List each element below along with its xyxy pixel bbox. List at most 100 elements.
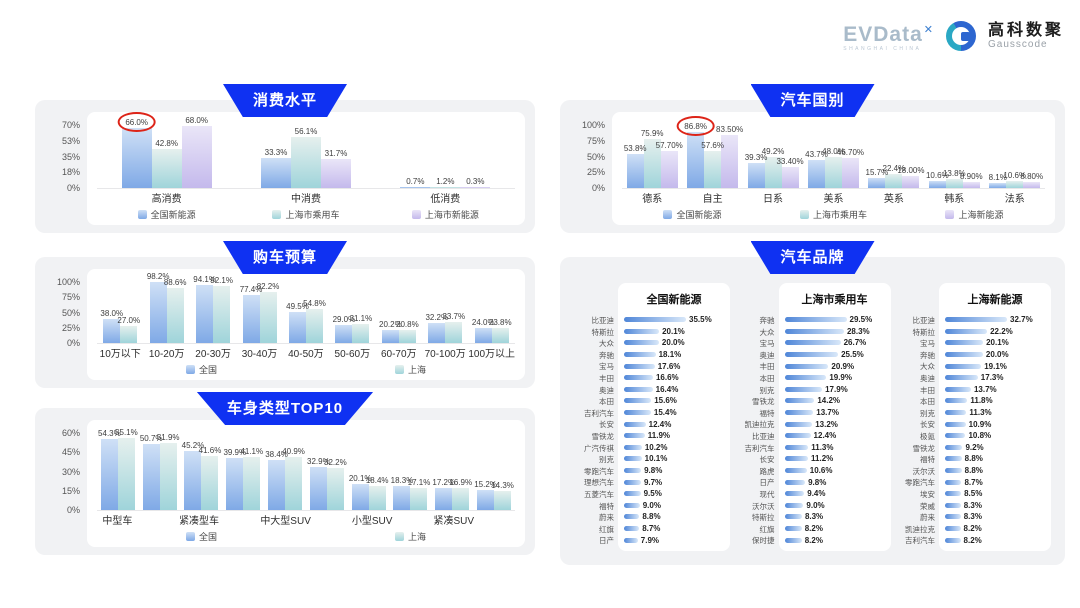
bar-value-label: 92.1% (210, 275, 233, 285)
legend-marker-icon (945, 210, 955, 219)
bar-value-label: 18.3% (390, 476, 414, 486)
car-brands-chart: 汽车品牌 比亚迪 特斯拉 大众 奔驰 宝马 丰田 奥迪 本田 吉利汽车 长安 雪铁龙 广汽传祺 别克 零跑… (560, 241, 1065, 565)
brand-row: 11.3% (945, 407, 1045, 419)
brand-bar (624, 479, 641, 485)
brand-row: 11.3% (784, 442, 885, 454)
bar-value-label: 45.2% (181, 441, 205, 451)
bar-value-label: 8.80% (1020, 172, 1044, 182)
brand-bar (784, 363, 829, 369)
evdata-logo: EVData✕ SHANGHAI CHINA (843, 20, 934, 52)
bar-value-label: 55.1% (115, 428, 138, 438)
y-axis-tick: 0% (66, 338, 80, 348)
bar-value-label: 29.0% (332, 315, 356, 325)
bar-上海: 92.1% (210, 276, 233, 343)
brand-bar (784, 352, 839, 358)
brand-value: 8.8% (642, 512, 661, 522)
brand-row: 14.2% (784, 395, 885, 407)
brand-row: 16.6% (624, 372, 724, 384)
brand-name: 福特 (920, 455, 935, 465)
bar-全国: 38.4% (265, 450, 288, 510)
brand-value: 8.8% (964, 466, 983, 476)
bar-value-label: 43.7% (805, 150, 828, 160)
brand-value: 10.8% (968, 431, 992, 441)
brand-name: 宝马 (759, 339, 775, 349)
brand-bar (624, 468, 642, 474)
bar-上海: 54.8% (303, 299, 326, 343)
brand-name: 本田 (599, 397, 614, 407)
bar-上海: 18.4% (366, 476, 389, 510)
brand-value: 8.7% (642, 523, 661, 533)
bar-上海新能源: 46.70% (837, 148, 864, 188)
brand-name: 特斯拉 (591, 327, 615, 337)
plot-area: 38.0% 27.0% 98.2% 88.6% 94.1% 92.1% 77.4% 82.2%… (87, 269, 525, 380)
brand-name: 奥迪 (599, 385, 614, 395)
brand-value: 10.1% (644, 454, 668, 464)
brand-name: 长安 (759, 455, 775, 465)
bar-value-label: 49.2% (761, 146, 785, 156)
bar-group: 38.0% 27.0% (97, 281, 143, 343)
brand-bar (624, 340, 659, 346)
country-chart-body: 100% 75% 50% 25% 0% 53.8% 75.9% 57.70% 86.8% 57.… (560, 100, 1065, 233)
x-axis-label: 70-100万 (424, 349, 466, 360)
brand-row: 8.3% (945, 500, 1045, 512)
legend-marker-icon (137, 210, 147, 219)
brand-name: 理想汽车 (584, 478, 614, 488)
bar-上海: 14.3% (491, 481, 514, 510)
brand-bar (945, 456, 962, 462)
brand-bar (624, 328, 660, 334)
brand-row: 12.4% (784, 430, 885, 442)
bar-上海市乘用车: 13.8% (943, 169, 966, 188)
x-axis-label: 10万以下 (99, 349, 141, 360)
brand-row: 8.8% (945, 465, 1045, 477)
bar-全国新能源: 10.6% (926, 171, 949, 188)
brand-value: 25.5% (841, 350, 864, 360)
bar-上海: 33.7% (442, 312, 465, 343)
bars-area: 66.0% 42.8% 68.0% 33.3% 56.1% 31.7% 0.7% 1.2% 0.… (97, 111, 515, 189)
bar-value-label: 39.3% (744, 152, 768, 162)
bar-value-label: 82.2% (256, 282, 280, 292)
bar-value-label: 51.9% (156, 432, 180, 442)
brand-panel-全国新能源: 比亚迪 特斯拉 大众 奔驰 宝马 丰田 奥迪 本田 吉利汽车 长安 雪铁龙 广汽传祺 别克 零跑汽车 理想汽… (570, 283, 730, 551)
legend-marker-icon (394, 365, 404, 374)
legend-item-上海: 上海 (394, 530, 426, 543)
brand-name: 吉利汽车 (584, 408, 614, 418)
brand-value: 8.2% (963, 535, 982, 545)
bar-group: 77.4% 82.2% (236, 281, 282, 343)
brand-row: 8.2% (945, 534, 1045, 546)
brand-value: 19.1% (984, 361, 1007, 371)
bar-value-label: 33.40% (776, 156, 804, 166)
plot-area: 54.3% 55.1% 50.7% 51.9% 45.2% 41.6% 39.9% 41.1%… (87, 420, 525, 547)
bar-value-label: 57.70% (655, 141, 683, 151)
y-axis-tick: 100% (581, 120, 605, 130)
brand-row: 20.1% (624, 326, 724, 338)
brand-name: 现代 (759, 489, 775, 499)
bar-上海: 41.1% (240, 447, 263, 510)
x-axis-labels: 高消费 中消费 低消费 (97, 189, 515, 206)
bar-group: 43.7% 48.0% 46.70% (803, 124, 864, 188)
brand-name: 比亚迪 (752, 431, 775, 441)
brand-row: 35.5% (624, 314, 724, 326)
legend-label: 上海市乘用车 (285, 210, 340, 220)
red-circle-annotation: 66.0% (117, 111, 156, 132)
bar-上海: 17.1% (408, 478, 430, 510)
bar-上海新能源: 57.70% (656, 141, 683, 188)
brand-row: 8.7% (945, 476, 1045, 488)
body-type-top10-title: 车身类型TOP10 (196, 392, 374, 425)
brand-value: 18.1% (658, 350, 682, 360)
bar-上海市新能源: 68.0% (181, 116, 212, 188)
y-axis: 70% 53% 35% 18% 0% (43, 112, 87, 225)
brand-value: 11.3% (811, 442, 834, 452)
bar-value-label: 14.3% (491, 481, 514, 491)
bar-上海市乘用车: 56.1% (290, 127, 321, 188)
bar-value-label: 54.3% (98, 429, 121, 439)
brand-bars-card: 上海市乘用车 29.5% 28.3% 26.7% 25.5% 20.9% 19.9% 17.9… (778, 283, 891, 551)
bar-value-label: 15.7% (865, 167, 889, 177)
bar-value-label: 13.8% (942, 169, 966, 179)
legend-label: 上海 (407, 532, 426, 542)
brand-value: 7.9% (640, 535, 660, 545)
bar-上海: 82.2% (257, 282, 279, 343)
bar-value-label: 20.2% (379, 320, 402, 330)
brand-bar (945, 479, 962, 485)
brand-row: 8.3% (945, 511, 1045, 523)
bar-value-label: 38.4% (265, 450, 288, 460)
